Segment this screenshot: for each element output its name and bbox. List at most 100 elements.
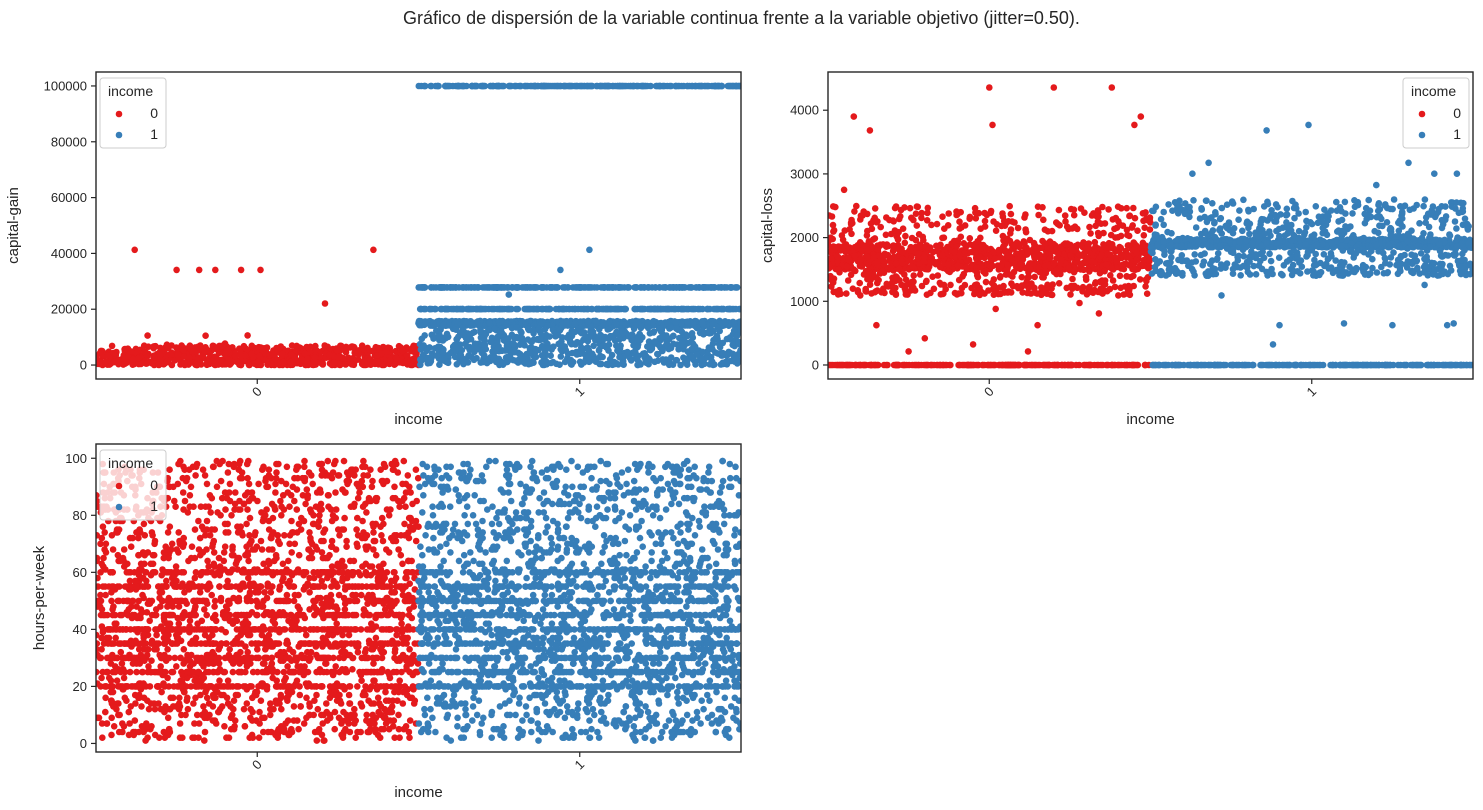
- point-class-0: [270, 351, 277, 358]
- point-class-0: [1007, 210, 1015, 218]
- point-class-1: [692, 82, 699, 90]
- point-class-1: [557, 353, 565, 360]
- point-class-1: [463, 343, 471, 350]
- point-class-0: [838, 361, 845, 369]
- point-class-0: [1021, 361, 1028, 369]
- point-class-1: [421, 332, 429, 339]
- point-class-1: [618, 82, 626, 90]
- point-class-0: [856, 262, 864, 270]
- point-class-0: [1026, 236, 1034, 244]
- point-class-0: [892, 273, 900, 280]
- point-class-0: [1043, 290, 1051, 298]
- point-class-0: [883, 214, 890, 221]
- point-class-0: [832, 244, 840, 251]
- point-class-1: [586, 246, 593, 254]
- point-class-1: [506, 352, 513, 360]
- point-class-1: [599, 284, 607, 291]
- point-class-0: [864, 247, 872, 254]
- point-class-0: [992, 305, 999, 313]
- point-class-0: [225, 356, 232, 364]
- point-class-0: [972, 361, 980, 369]
- point-class-0: [828, 276, 835, 284]
- point-class-1: [624, 284, 631, 291]
- point-class-0: [1102, 261, 1110, 268]
- point-class-1: [723, 358, 731, 365]
- point-class-0: [966, 235, 974, 242]
- point-class-0: [1034, 321, 1041, 329]
- point-class-0: [989, 121, 996, 129]
- point-class-1: [667, 344, 675, 352]
- point-class-1: [497, 358, 505, 365]
- point-class-0: [891, 204, 899, 212]
- point-class-0: [1006, 202, 1013, 210]
- point-class-1: [1229, 361, 1236, 369]
- point-class-1: [1286, 361, 1294, 369]
- point-class-1: [415, 317, 423, 325]
- point-class-1: [577, 284, 584, 291]
- point-class-0: [1004, 261, 1011, 269]
- point-class-0: [944, 222, 952, 229]
- legend-title: income: [108, 83, 153, 99]
- point-class-1: [663, 340, 670, 348]
- point-class-0: [140, 342, 148, 350]
- point-class-0: [1146, 226, 1154, 233]
- point-class-1: [541, 346, 548, 353]
- point-class-0: [835, 266, 842, 273]
- point-class-0: [202, 332, 209, 340]
- point-class-0: [828, 262, 833, 270]
- point-class-0: [257, 361, 265, 369]
- point-class-1: [582, 284, 589, 291]
- point-class-0: [1100, 229, 1107, 237]
- point-class-1: [439, 349, 447, 356]
- point-class-0: [1098, 251, 1105, 259]
- point-class-1: [614, 343, 622, 351]
- point-class-0: [958, 224, 965, 231]
- point-class-1: [527, 82, 534, 90]
- point-class-1: [420, 342, 427, 349]
- point-class-1: [645, 355, 653, 362]
- point-class-0: [926, 244, 934, 251]
- point-class-1: [440, 321, 447, 329]
- point-class-0: [1127, 283, 1134, 291]
- point-class-1: [644, 319, 651, 327]
- legend-marker: [115, 131, 123, 139]
- point-class-0: [334, 353, 342, 361]
- point-class-1: [730, 354, 738, 361]
- point-class-1: [737, 319, 741, 326]
- point-class-0: [1101, 267, 1108, 275]
- point-class-0: [1038, 284, 1045, 291]
- y-tick-label: 100000: [44, 78, 87, 93]
- point-class-1: [595, 334, 602, 342]
- point-class-1: [729, 341, 736, 349]
- point-class-1: [699, 319, 706, 327]
- point-class-0: [956, 218, 963, 225]
- point-class-0: [144, 332, 151, 339]
- point-class-1: [555, 82, 562, 90]
- point-class-0: [901, 271, 908, 278]
- point-class-0: [128, 348, 135, 355]
- point-class-0: [221, 340, 229, 347]
- point-class-1: [533, 305, 540, 313]
- point-class-1: [631, 305, 639, 313]
- point-class-1: [442, 82, 449, 90]
- point-class-1: [561, 82, 568, 90]
- point-class-0: [180, 346, 187, 354]
- point-class-0: [143, 360, 150, 367]
- point-class-0: [366, 356, 374, 363]
- point-class-0: [391, 361, 398, 369]
- point-class-1: [593, 82, 600, 90]
- point-class-1: [659, 333, 666, 340]
- point-class-0: [151, 354, 159, 361]
- point-class-1: [659, 356, 666, 363]
- point-class-0: [1123, 273, 1130, 280]
- point-class-0: [174, 351, 182, 359]
- point-class-0: [999, 232, 1007, 240]
- point-class-0: [834, 253, 842, 261]
- point-class-0: [829, 203, 837, 210]
- point-class-0: [860, 208, 867, 215]
- point-class-1: [618, 325, 625, 332]
- point-class-0: [115, 360, 122, 368]
- point-class-1: [430, 333, 438, 341]
- point-class-1: [699, 305, 706, 313]
- point-class-0: [1119, 222, 1127, 229]
